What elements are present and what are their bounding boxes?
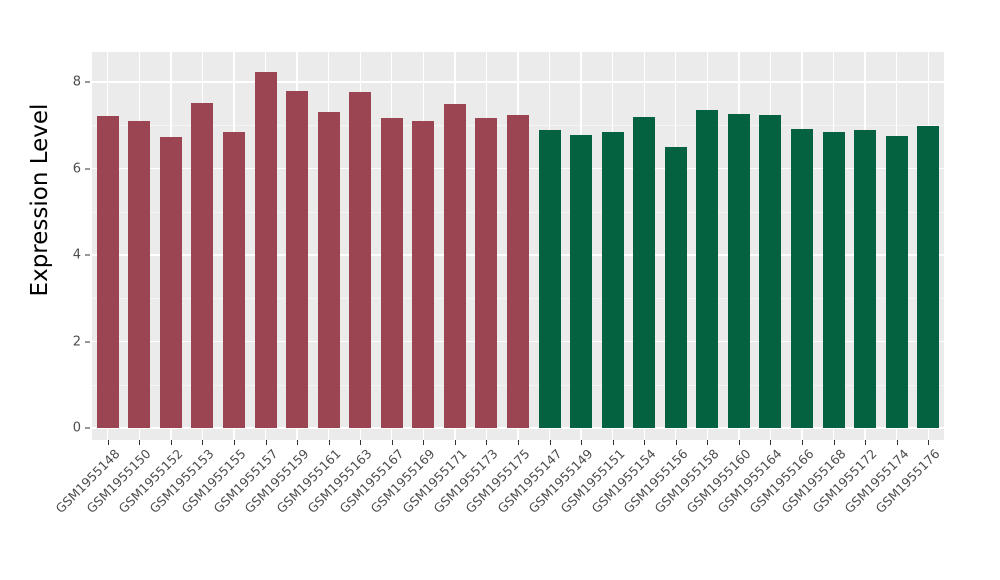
y-axis-tick-labels: 0 2 4 6 8 [55, 0, 81, 580]
x-axis-tick-mark [297, 440, 299, 445]
x-axis-tick-mark [360, 440, 362, 445]
bar [222, 131, 246, 428]
bar [380, 118, 403, 428]
x-axis-tick-mark [549, 440, 551, 445]
bar [286, 90, 309, 428]
x-axis-tick-mark [928, 440, 930, 445]
x-axis-tick-mark [644, 440, 646, 445]
x-axis-tick-mark [612, 440, 614, 445]
y-axis-tick-marks [85, 0, 91, 580]
bar [538, 129, 561, 428]
bar [443, 103, 466, 428]
x-axis-tick-mark [707, 440, 709, 445]
bar [759, 114, 782, 428]
x-axis-tick-mark [770, 440, 772, 445]
bar [790, 129, 814, 428]
x-axis-tick-mark [865, 440, 867, 445]
x-axis-tick-mark [170, 440, 172, 445]
bar [727, 114, 750, 428]
bar [570, 134, 593, 428]
x-axis-tick-mark [833, 440, 835, 445]
bar [506, 115, 530, 428]
x-axis-tick-mark [107, 440, 109, 445]
x-axis-tick-labels: GSM1955148 GSM1955150 GSM1955152 GSM1955153… [52, 446, 944, 576]
x-axis-tick-marks [92, 440, 944, 446]
x-axis-tick-mark [202, 440, 204, 445]
x-axis-tick-mark [486, 440, 488, 445]
bar [349, 91, 372, 428]
bar [254, 72, 277, 428]
bar [696, 110, 719, 428]
x-axis-tick-mark [234, 440, 235, 445]
x-axis-tick-mark [265, 440, 267, 445]
y-axis-tick-label: 2 [72, 334, 81, 349]
x-axis-tick-mark [423, 440, 425, 445]
y-axis-tick-label: 0 [72, 420, 81, 436]
x-axis-tick-mark [139, 440, 141, 445]
y-axis-tick-label: 6 [72, 161, 81, 176]
y-axis-tick-mark [85, 168, 90, 169]
bar [601, 131, 624, 428]
y-axis-tick-label: 4 [72, 247, 81, 263]
bar [128, 120, 151, 428]
x-axis-tick-mark [518, 440, 519, 445]
y-axis-tick-mark [85, 254, 90, 256]
x-axis-tick-mark [454, 440, 456, 445]
bar-series [92, 52, 944, 440]
plot-panel [92, 52, 944, 440]
bar [854, 130, 877, 428]
y-axis-tick-mark [85, 341, 90, 342]
x-axis-tick-mark [581, 440, 583, 445]
x-axis-tick-mark [675, 440, 677, 445]
y-axis-tick-mark [85, 81, 90, 83]
bar [664, 146, 687, 428]
x-axis-tick-mark [328, 440, 330, 445]
bar [159, 136, 182, 428]
x-axis-tick-mark [391, 440, 393, 445]
x-axis-tick-mark [896, 440, 898, 445]
y-axis-tick-label: 8 [72, 74, 81, 90]
bar [317, 112, 340, 428]
y-axis-tick-mark [85, 427, 90, 429]
bar [412, 120, 435, 428]
bar [917, 126, 940, 428]
bar [191, 102, 214, 428]
x-axis-tick-mark [738, 440, 740, 445]
bar [633, 117, 656, 428]
x-axis-tick-mark [802, 440, 803, 445]
bar [822, 132, 845, 428]
bar [885, 135, 908, 428]
bar [475, 117, 498, 428]
bar [96, 115, 119, 428]
y-axis-title: Expression Level [27, 103, 53, 297]
